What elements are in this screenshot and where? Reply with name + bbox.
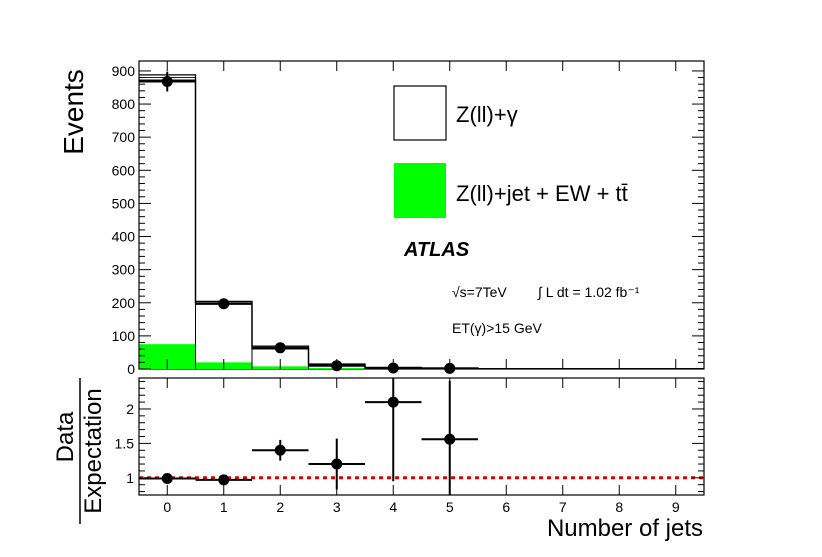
energy-label: √s=7TeV	[452, 284, 507, 300]
ratio-point-5	[444, 433, 456, 445]
data-points-layer	[139, 71, 478, 374]
atlas-label: ATLAS	[403, 239, 470, 261]
luminosity-label: ∫ L dt = 1.02 fb⁻¹	[537, 284, 640, 300]
ratio-y-label-denominator: Expectation	[80, 388, 107, 513]
legend-signal-swatch	[393, 85, 447, 141]
data-point-1	[218, 298, 230, 310]
main-y-axis: 0 100 200 300 400 500 600 700 800 900	[112, 63, 704, 377]
ratio-point-0	[161, 472, 173, 484]
x-tick-label-8: 8	[615, 499, 623, 515]
y-tick-label-900: 900	[112, 63, 136, 79]
y-tick-label-400: 400	[112, 229, 136, 245]
ratio-point-2	[274, 444, 286, 456]
data-point-2	[274, 342, 286, 354]
x-tick-label-2: 2	[276, 499, 284, 515]
y-tick-label-0: 0	[127, 361, 135, 377]
x-tick-label-5: 5	[446, 499, 454, 515]
y-tick-label-300: 300	[112, 262, 136, 278]
x-tick-label-4: 4	[389, 499, 397, 515]
ratio-points-layer	[139, 378, 478, 495]
data-point-0	[161, 76, 173, 88]
x-axis-label: Number of jets	[547, 515, 703, 542]
y-tick-label-200: 200	[112, 295, 136, 311]
main-panel: 0 100 200 300 400 500 600 700 800 900 Events Z(ll…	[58, 60, 705, 377]
y-tick-label-500: 500	[112, 195, 136, 211]
ratio-point-4	[387, 396, 399, 408]
ratio-y-tick-label-1.5: 1.5	[115, 435, 135, 451]
x-tick-label-0: 0	[163, 499, 171, 515]
ratio-y-tick-label-1: 1	[126, 470, 134, 486]
ratio-x-axis: 0 1 2 3 4 5 6 7 8 9	[163, 378, 680, 515]
legend-background-swatch	[394, 163, 446, 218]
ratio-point-3	[331, 458, 343, 470]
x-tick-label-3: 3	[333, 499, 341, 515]
main-y-axis-label: Events	[58, 69, 89, 155]
photon-cut-label: ET(γ)>15 GeV	[452, 320, 543, 336]
data-point-5	[444, 362, 456, 374]
y-tick-label-600: 600	[112, 162, 136, 178]
ratio-y-tick-label-2: 2	[126, 401, 134, 417]
y-tick-label-700: 700	[112, 129, 136, 145]
x-tick-label-9: 9	[672, 499, 680, 515]
ratio-point-1	[218, 474, 230, 486]
legend: Z(ll)+γ Z(ll)+jet + EW + tt̄	[393, 85, 628, 218]
data-point-4	[387, 362, 399, 374]
y-tick-label-100: 100	[112, 328, 136, 344]
x-tick-label-6: 6	[502, 499, 510, 515]
x-tick-label-1: 1	[220, 499, 228, 515]
legend-background-label: Z(ll)+jet + EW + tt̄	[456, 181, 628, 206]
data-point-3	[331, 360, 343, 372]
x-tick-label-7: 7	[559, 499, 567, 515]
y-tick-label-800: 800	[112, 96, 136, 112]
legend-signal-label: Z(ll)+γ	[456, 102, 518, 127]
ratio-y-label-numerator: Data	[52, 411, 79, 462]
ratio-y-axis: 11.52	[115, 380, 704, 493]
